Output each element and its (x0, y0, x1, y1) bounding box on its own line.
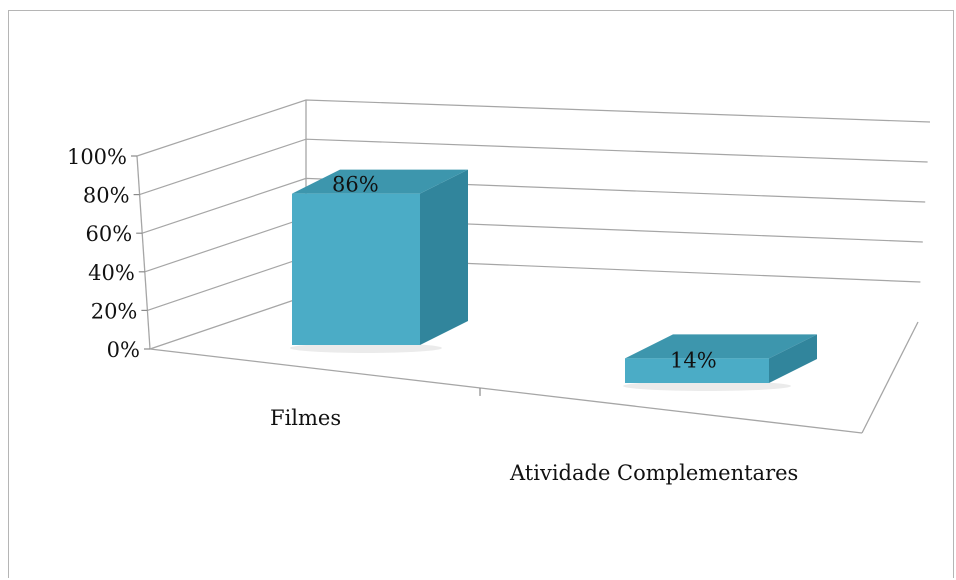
bar-shadow (290, 343, 442, 353)
y-tick-label: 80% (83, 184, 130, 208)
bar-shadow (623, 381, 791, 391)
gridline (136, 99, 931, 157)
bar (625, 358, 769, 383)
y-tick-label: 40% (88, 261, 135, 285)
chart-frame (8, 10, 954, 578)
floor-right-edge (861, 321, 919, 434)
gridline (142, 177, 926, 234)
data-label: 86% (332, 173, 379, 197)
gridline (144, 216, 923, 273)
gridline (139, 138, 928, 196)
floor-left-edge (149, 295, 307, 350)
y-tick-label: 60% (86, 222, 133, 246)
y-tick-label: 0% (107, 338, 140, 362)
x-category-label: Filmes (270, 406, 341, 430)
bar-side (420, 169, 468, 345)
x-category-label: Atividade Complementares (509, 461, 798, 485)
bar (292, 193, 420, 345)
y-tick-label: 20% (91, 299, 138, 323)
bar-side (769, 334, 817, 383)
bar-top (625, 334, 817, 359)
gridline (147, 256, 921, 311)
floor-front-edge (149, 348, 863, 434)
y-tick-label: 100% (67, 145, 127, 169)
bar-top (292, 169, 468, 194)
y-axis-line (136, 155, 151, 350)
data-label: 14% (670, 348, 717, 372)
